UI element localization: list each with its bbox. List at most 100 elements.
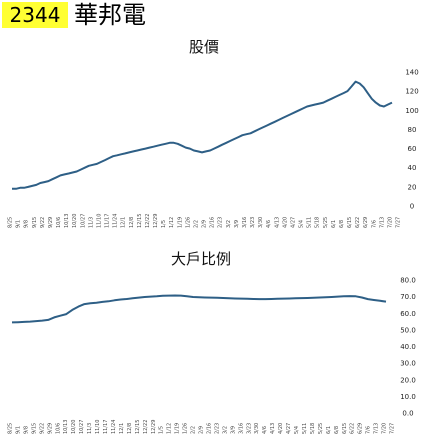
ratio-x-tick-label: 3/23: [246, 423, 252, 434]
price-x-tick-label: 4/20: [282, 217, 288, 228]
ratio-y-tick-label: 20.0: [400, 376, 416, 384]
ratio-x-tick-label: 9/8: [23, 426, 29, 434]
price-y-tick-label: 20: [408, 183, 417, 191]
ratio-x-tick-label: 9/1: [15, 426, 21, 434]
ratio-x-tick-label: 10/20: [71, 420, 77, 434]
price-y-tick-label: 100: [405, 107, 418, 115]
price-y-tick-label: 140: [405, 69, 418, 77]
price-x-tick-label: 2/16: [210, 217, 216, 228]
price-y-tick-label: 120: [405, 88, 418, 96]
ratio-x-tick-label: 6/29: [358, 423, 364, 434]
ratio-x-tick-label: 11/10: [95, 420, 101, 434]
ratio-x-tick-label: 3/2: [222, 426, 228, 434]
price-x-tick-label: 4/13: [274, 217, 280, 228]
price-x-tick-label: 7/6: [371, 220, 377, 228]
price-y-tick-label: 40: [408, 164, 417, 172]
price-x-tick-label: 9/1: [16, 220, 22, 228]
price-x-tick-label: 11/3: [88, 217, 94, 228]
price-x-tick-label: 12/29: [153, 214, 159, 228]
ratio-x-tick-label: 12/29: [151, 420, 157, 434]
ratio-y-tick-label: 40.0: [400, 343, 416, 351]
company-name: 華邦電: [74, 1, 146, 29]
price-x-tick-label: 7/13: [379, 217, 385, 228]
ratio-x-tick-label: 7/27: [390, 423, 396, 434]
price-y-tick-label: 0: [410, 203, 414, 211]
ratio-y-tick-label: 60.0: [400, 310, 416, 318]
price-x-tick-label: 9/22: [40, 217, 46, 228]
ratio-x-tick-label: 10/13: [63, 420, 69, 434]
ratio-x-tick-label: 3/16: [238, 423, 244, 434]
ratio-x-tick-label: 1/12: [167, 423, 173, 434]
price-x-tick-label: 5/25: [323, 217, 329, 228]
price-x-tick-label: 10/13: [64, 214, 70, 228]
price-x-tick-label: 6/8: [339, 220, 345, 228]
price-x-tick-label: 5/11: [307, 217, 313, 228]
price-x-tick-label: 9/29: [48, 217, 54, 228]
price-x-tick-label: 11/24: [113, 214, 119, 228]
price-series-line: [12, 80, 393, 190]
price-x-tick-label: 3/30: [258, 217, 264, 228]
ratio-x-tick-label: 5/18: [310, 423, 316, 434]
price-x-tick-label: 6/1: [331, 220, 337, 228]
ratio-y-tick-label: 30.0: [400, 360, 416, 368]
price-y-tick-label: 60: [408, 145, 417, 153]
ratio-x-tick-label: 2/23: [214, 423, 220, 434]
price-x-tick-label: 2/9: [202, 220, 208, 228]
price-x-tick-label: 6/15: [347, 217, 353, 228]
price-x-tick-label: 3/2: [226, 220, 232, 228]
ratio-x-tick-label: 5/11: [302, 423, 308, 434]
price-y-tick-label: 80: [408, 126, 417, 134]
ratio-x-tick-label: 5/4: [294, 426, 300, 434]
ratio-x-tick-label: 12/1: [119, 423, 125, 434]
header: 2344 華邦電: [0, 0, 433, 30]
major-holder-ratio-chart: 大戶比例 80.0 70.0 60.0 50.0 40.0 30.0 20.0 10.0 0.0 8…: [8, 250, 416, 434]
price-chart-title: 股價: [189, 38, 219, 56]
ratio-x-tick-label: 4/20: [278, 423, 284, 434]
price-x-tick-label: 10/6: [56, 217, 62, 228]
price-x-tick-label: 3/23: [250, 217, 256, 228]
price-x-tick-label: 1/26: [185, 217, 191, 228]
ratio-y-tick-label: 10.0: [400, 393, 416, 401]
price-chart: 股價 140 120 100 80 60 40 20 0 8/25 9/1 9/8 9/15 9/22 9/…: [8, 38, 419, 228]
ratio-x-tick-label: 6/15: [342, 423, 348, 434]
ratio-x-tick-label: 9/22: [39, 423, 45, 434]
ratio-x-tick-label: 4/6: [262, 426, 268, 434]
ratio-x-tick-label: 12/8: [127, 423, 133, 434]
ratio-x-tick-label: 12/15: [135, 420, 141, 434]
ratio-x-tick-label: 11/3: [87, 423, 93, 434]
ratio-x-tick-label: 11/24: [111, 420, 117, 434]
price-x-tick-label: 3/16: [242, 217, 248, 228]
price-x-tick-label: 11/17: [105, 214, 111, 228]
price-x-tick-label: 7/27: [396, 217, 402, 228]
price-x-tick-label: 10/27: [80, 214, 86, 228]
ratio-x-tick-label: 4/13: [270, 423, 276, 434]
ratio-y-tick-label: 50.0: [400, 326, 416, 334]
ratio-x-tick-label: 7/20: [382, 423, 388, 434]
price-x-tick-label: 12/15: [137, 214, 143, 228]
price-x-tick-label: 4/6: [266, 220, 272, 228]
price-x-tick-label: 4/27: [290, 217, 296, 228]
price-x-tick-label: 5/4: [299, 220, 305, 228]
ratio-y-tick-label: 80.0: [400, 277, 416, 285]
ratio-x-tick-label: 1/26: [183, 423, 189, 434]
ratio-x-tick-label: 1/5: [159, 426, 165, 434]
ratio-x-tick-label: 3/30: [254, 423, 260, 434]
price-x-tick-label: 1/12: [169, 217, 175, 228]
ratio-x-tick-label: 3/9: [230, 426, 236, 434]
price-x-tick-label: 6/22: [355, 217, 361, 228]
ratio-x-tick-label: 9/29: [47, 423, 53, 434]
price-x-tick-label: 6/29: [363, 217, 369, 228]
price-x-tick-label: 12/22: [145, 214, 151, 228]
ratio-x-tick-label: 1/19: [175, 423, 181, 434]
ratio-x-tick-label: 2/16: [206, 423, 212, 434]
ratio-chart-title: 大戶比例: [171, 250, 231, 268]
price-x-tick-label: 7/20: [387, 217, 393, 228]
ratio-x-tick-label: 10/27: [79, 420, 85, 434]
ratio-x-tick-label: 5/25: [318, 423, 324, 434]
price-x-tick-label: 12/8: [129, 217, 135, 228]
ratio-x-tick-label: 10/6: [55, 423, 61, 434]
ratio-x-tick-label: 7/6: [366, 426, 372, 434]
ratio-x-tick-label: 8/25: [8, 423, 14, 434]
price-x-tick-label: 1/19: [177, 217, 183, 228]
ratio-series-line: [11, 294, 387, 324]
